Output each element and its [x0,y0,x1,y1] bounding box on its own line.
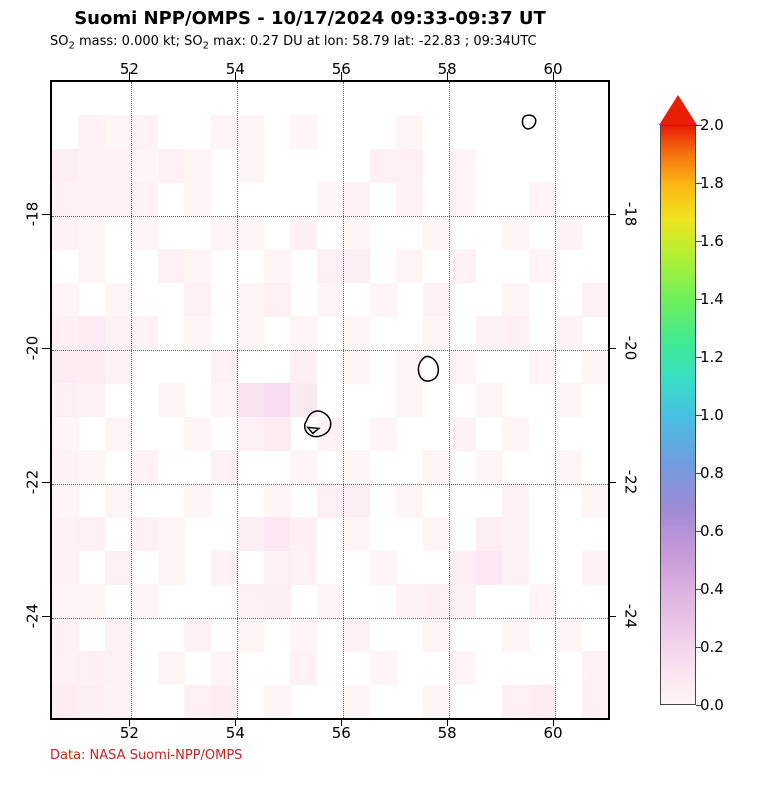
tick-mark [42,348,50,349]
colorbar-tick-mark [696,183,702,184]
x-tick-bottom: 58 [438,724,457,742]
y-tick-right: -18 [621,202,639,227]
heatmap-cell [78,718,105,720]
y-tick-right: -24 [621,603,639,628]
y-tick-left: -20 [23,336,41,361]
colorbar-tick-mark [696,125,702,126]
colorbar-tick: 1.0 [700,406,724,424]
colorbar-tick: 0.0 [700,696,724,714]
tick-mark [341,72,342,80]
colorbar-tick-mark [696,415,702,416]
colorbar-extend-arrow [659,95,697,125]
colorbar-tick: 0.6 [700,522,724,540]
tick-mark [235,72,236,80]
colorbar-tick-mark [696,589,702,590]
colorbar-tick-mark [696,531,702,532]
colorbar-tick: 1.4 [700,290,724,308]
colorbar-tick: 0.8 [700,464,724,482]
y-tick-right: -20 [621,336,639,361]
heatmap-cell [158,718,185,720]
heatmap-cell [555,718,582,720]
tick-mark [447,72,448,80]
heatmap-cell [396,718,423,720]
colorbar-tick-mark [696,241,702,242]
tick-mark [42,616,50,617]
heatmap-cell [476,718,503,720]
tick-mark [553,72,554,80]
island-reunion [305,411,331,437]
island-mauritius [418,356,438,381]
figure: Suomi NPP/OMPS - 10/17/2024 09:33-09:37 … [0,0,775,800]
heatmap-cell [317,718,344,720]
y-tick-left: -24 [23,603,41,628]
figure-subtitle: SO2 mass: 0.000 kt; SO2 max: 0.27 DU at … [50,34,537,52]
y-tick-left: -18 [23,202,41,227]
map-plot-area [50,80,610,720]
colorbar-tick: 1.8 [700,174,724,192]
colorbar-tick-mark [696,647,702,648]
coastlines [52,82,608,718]
colorbar [660,95,696,705]
colorbar-tick-mark [696,357,702,358]
y-tick-right: -22 [621,469,639,494]
colorbar-tick: 0.4 [700,580,724,598]
data-credit: Data: NASA Suomi-NPP/OMPS [50,748,242,763]
x-tick-bottom: 56 [332,724,351,742]
colorbar-tick: 1.6 [700,232,724,250]
tick-mark [42,482,50,483]
x-tick-bottom: 60 [544,724,563,742]
colorbar-tick: 2.0 [700,116,724,134]
heatmap-cell [52,718,79,720]
tick-mark [42,214,50,215]
heatmap-cell [184,718,211,720]
y-tick-left: -22 [23,469,41,494]
colorbar-tick-mark [696,705,702,706]
tick-mark [129,72,130,80]
colorbar-tick-mark [696,473,702,474]
x-tick-bottom: 52 [120,724,139,742]
colorbar-gradient [660,125,696,705]
colorbar-tick: 0.2 [700,638,724,656]
colorbar-tick: 1.2 [700,348,724,366]
island-rodrigues [522,115,535,129]
heatmap-cell [237,718,264,720]
figure-title: Suomi NPP/OMPS - 10/17/2024 09:33-09:37 … [0,8,620,29]
x-tick-bottom: 54 [226,724,245,742]
colorbar-tick-mark [696,299,702,300]
